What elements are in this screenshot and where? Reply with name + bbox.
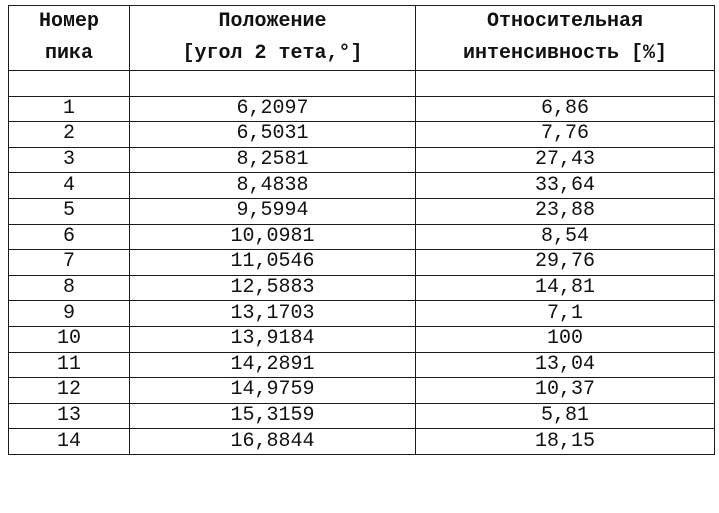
position-cell: 9,5994	[129, 197, 416, 225]
position-cell: 14,9759	[129, 377, 416, 404]
intensity-cell: 14,81	[415, 274, 715, 302]
peak-number-cell: 9	[8, 300, 130, 327]
intensity-cell: 7,1	[415, 300, 715, 327]
peak-number-cell: 6	[8, 223, 130, 251]
peak-number-cell: 4	[8, 172, 130, 199]
header-position: Положение [угол 2 тета,°]	[129, 5, 416, 71]
table-row: 8 12,5883 14,81	[8, 274, 715, 302]
intensity-cell: 33,64	[415, 172, 715, 199]
header-position-line1: Положение	[218, 10, 327, 33]
position-cell: 8,4838	[129, 172, 416, 199]
intensity-cell: 29,76	[415, 249, 715, 276]
table-row: 1 6,2097 6,86	[8, 95, 715, 123]
intensity-cell: 5,81	[415, 402, 715, 430]
position-cell: 10,0981	[129, 223, 416, 251]
header-row: Номер пика Положение [угол 2 тета,°] Отн…	[8, 5, 715, 71]
intensity-cell: 27,43	[415, 146, 715, 174]
position-cell: 8,2581	[129, 146, 416, 174]
peak-table: Номер пика Положение [угол 2 тета,°] Отн…	[8, 5, 715, 455]
position-cell: 13,1703	[129, 300, 416, 327]
table-row: 2 6,5031 7,76	[8, 121, 715, 148]
table-row: 6 10,0981 8,54	[8, 223, 715, 251]
intensity-cell: 6,86	[415, 95, 715, 123]
position-cell: 6,5031	[129, 121, 416, 148]
intensity-cell: 10,37	[415, 377, 715, 404]
position-cell: 14,2891	[129, 351, 416, 379]
peak-number-cell: 12	[8, 377, 130, 404]
table-row: 10 13,9184 100	[8, 325, 715, 353]
position-cell: 11,0546	[129, 249, 416, 276]
table-row: 3 8,2581 27,43	[8, 146, 715, 174]
intensity-cell: 13,04	[415, 351, 715, 379]
intensity-cell: 7,76	[415, 121, 715, 148]
header-intensity-line2: интенсивность [%]	[462, 42, 668, 65]
peak-number-cell: 2	[8, 121, 130, 148]
spacer-cell	[129, 70, 416, 97]
peak-number-cell: 8	[8, 274, 130, 302]
table-row: 12 14,9759 10,37	[8, 377, 715, 404]
intensity-cell: 18,15	[415, 428, 715, 455]
peak-number-cell: 10	[8, 325, 130, 353]
intensity-cell: 23,88	[415, 197, 715, 225]
table-row: 7 11,0546 29,76	[8, 249, 715, 276]
table-header: Номер пика Положение [угол 2 тета,°] Отн…	[8, 5, 715, 71]
peak-number-cell: 11	[8, 351, 130, 379]
position-cell: 13,9184	[129, 325, 416, 353]
table-row: 9 13,1703 7,1	[8, 300, 715, 327]
header-peak-number-line2: пика	[44, 42, 93, 65]
table-row: 5 9,5994 23,88	[8, 197, 715, 225]
header-position-line2: [угол 2 тета,°]	[182, 42, 363, 65]
table-row: 14 16,8844 18,15	[8, 428, 715, 455]
peak-number-cell: 7	[8, 249, 130, 276]
peak-number-cell: 14	[8, 428, 130, 455]
header-peak-number: Номер пика	[8, 5, 130, 71]
table-row: 13 15,3159 5,81	[8, 402, 715, 430]
table-row: 11 14,2891 13,04	[8, 351, 715, 379]
position-cell: 15,3159	[129, 402, 416, 430]
peak-number-cell: 13	[8, 402, 130, 430]
header-intensity: Относительная интенсивность [%]	[415, 5, 715, 71]
position-cell: 16,8844	[129, 428, 416, 455]
position-cell: 6,2097	[129, 95, 416, 123]
intensity-cell: 100	[415, 325, 715, 353]
spacer-cell	[415, 70, 715, 97]
spacer-row	[8, 70, 715, 97]
table-row: 4 8,4838 33,64	[8, 172, 715, 199]
peak-number-cell: 1	[8, 95, 130, 123]
intensity-cell: 8,54	[415, 223, 715, 251]
peak-number-cell: 5	[8, 197, 130, 225]
position-cell: 12,5883	[129, 274, 416, 302]
peak-number-cell: 3	[8, 146, 130, 174]
spacer-cell	[8, 70, 130, 97]
table-body: 1 6,2097 6,86 2 6,5031 7,76 3 8,2581 27,43 4 8,483…	[8, 70, 715, 455]
header-peak-number-line1: Номер	[38, 10, 99, 33]
header-intensity-line1: Относительная	[486, 10, 644, 33]
